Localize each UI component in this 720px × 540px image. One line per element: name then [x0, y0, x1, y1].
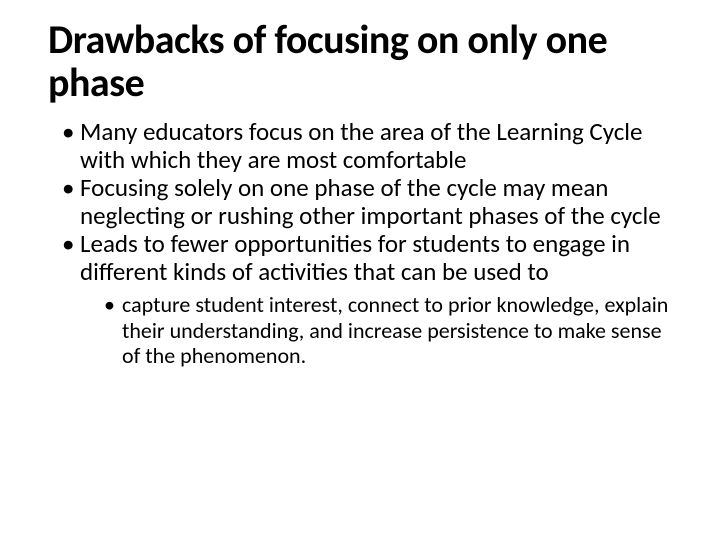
slide-title: Drawbacks of focusing on only one phase — [48, 18, 672, 104]
list-item: Focusing solely on one phase of the cycl… — [66, 174, 672, 230]
bullet-list: Many educators focus on the area of the … — [48, 118, 672, 368]
bullet-text: Focusing solely on one phase of the cycl… — [80, 172, 661, 231]
bullet-text: Leads to fewer opportunities for student… — [80, 228, 630, 287]
bullet-text: Many educators focus on the area of the … — [80, 116, 642, 175]
list-item: Leads to fewer opportunities for student… — [66, 230, 672, 368]
bullet-text: capture student interest, connect to pri… — [122, 291, 668, 369]
list-item: Many educators focus on the area of the … — [66, 118, 672, 174]
sub-bullet-list: capture student interest, connect to pri… — [80, 292, 672, 368]
list-item: capture student interest, connect to pri… — [108, 292, 672, 368]
slide: Drawbacks of focusing on only one phase … — [0, 0, 720, 540]
